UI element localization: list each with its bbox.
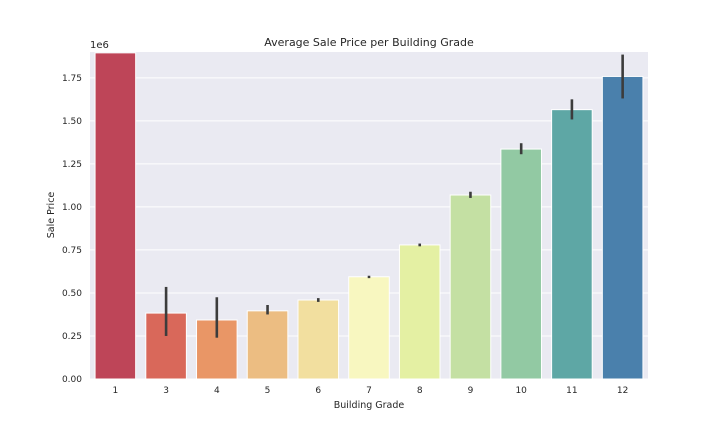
x-tick-label: 10 xyxy=(515,386,527,396)
bar xyxy=(500,148,542,380)
x-tick-labels: 1 3 4 5 6 7 8 9 10 11 12 xyxy=(112,386,628,396)
x-tick-label: 8 xyxy=(417,386,423,396)
bars xyxy=(94,52,644,380)
x-tick-label: 4 xyxy=(214,386,220,396)
bar xyxy=(449,194,492,380)
y-axis-label: Sale Price xyxy=(46,192,57,239)
bar xyxy=(551,109,593,380)
y-tick-label: 0.00 xyxy=(62,375,82,385)
x-tick-label: 11 xyxy=(566,386,577,396)
x-tick-label: 12 xyxy=(617,386,628,396)
x-tick-label: 9 xyxy=(468,386,474,396)
bar xyxy=(601,75,644,380)
y-tick-label: 0.75 xyxy=(62,246,82,256)
y-tick-label: 1.25 xyxy=(62,160,82,170)
x-tick-label: 5 xyxy=(265,386,271,396)
y-tick-labels: 0.00 0.25 0.50 0.75 1.00 1.25 1.50 1.75 xyxy=(62,74,82,385)
x-tick-label: 1 xyxy=(112,386,118,396)
bar xyxy=(348,276,390,380)
y-tick-label: 1.00 xyxy=(62,203,82,213)
y-tick-label: 1.75 xyxy=(62,74,82,84)
chart-title: Average Sale Price per Building Grade xyxy=(264,36,474,49)
y-offset-label: 1e6 xyxy=(90,40,109,51)
x-axis-label: Building Grade xyxy=(334,400,405,411)
bar xyxy=(246,310,289,380)
bar xyxy=(297,299,340,380)
bar xyxy=(94,52,137,380)
y-tick-label: 0.50 xyxy=(62,289,82,299)
x-tick-label: 3 xyxy=(163,386,169,396)
bar xyxy=(398,244,441,380)
error-bars xyxy=(164,54,624,338)
y-tick-label: 1.50 xyxy=(62,117,82,127)
y-tick-label: 0.25 xyxy=(62,332,82,342)
x-tick-label: 7 xyxy=(366,386,372,396)
x-tick-label: 6 xyxy=(315,386,321,396)
